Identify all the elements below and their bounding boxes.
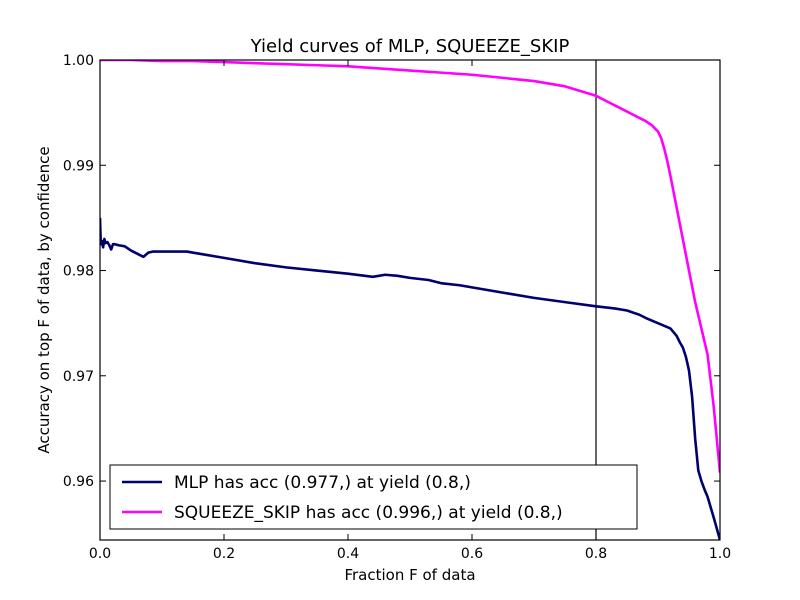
- axes-layer: [99, 59, 721, 541]
- legend: MLP has acc (0.977,) at yield (0.8,) SQUE…: [109, 464, 638, 530]
- series-line-mlp: [100, 217, 720, 540]
- legend-entry-label: SQUEEZE_SKIP has acc (0.996,) at yield (…: [174, 503, 563, 523]
- y-tick-label: 0.98: [63, 264, 94, 280]
- x-tick-label: 0.8: [585, 546, 607, 562]
- x-tick-label: 1.0: [709, 546, 731, 562]
- x-axis-label: Fraction F of data: [344, 566, 475, 584]
- y-axis-label: Accuracy on top F of data, by confidence: [35, 146, 53, 453]
- chart-title: Yield curves of MLP, SQUEEZE_SKIP: [250, 36, 570, 57]
- legend-box: [109, 464, 638, 530]
- series-layer: [100, 60, 720, 540]
- axes-frame: [99, 59, 721, 541]
- plot-area: [100, 60, 720, 540]
- x-tick-label: 0.6: [461, 546, 483, 562]
- y-tick-label: 0.99: [63, 158, 94, 174]
- x-tick-label: 0.2: [213, 546, 235, 562]
- x-tick-label: 0.4: [337, 546, 359, 562]
- ticks-layer: 0.0 0.2 0.4 0.6 0.8 1.0 0.96 0.97 0.98 0.99 1.00: [63, 53, 731, 562]
- legend-entry-label: MLP has acc (0.977,) at yield (0.8,): [174, 473, 471, 493]
- plot-background: [100, 60, 720, 540]
- y-tick-label: 1.00: [63, 53, 94, 69]
- x-tick-label: 0.0: [89, 546, 111, 562]
- series-line-squeeze-skip: [100, 60, 720, 473]
- y-tick-label: 0.96: [63, 474, 94, 490]
- y-tick-label: 0.97: [63, 369, 94, 385]
